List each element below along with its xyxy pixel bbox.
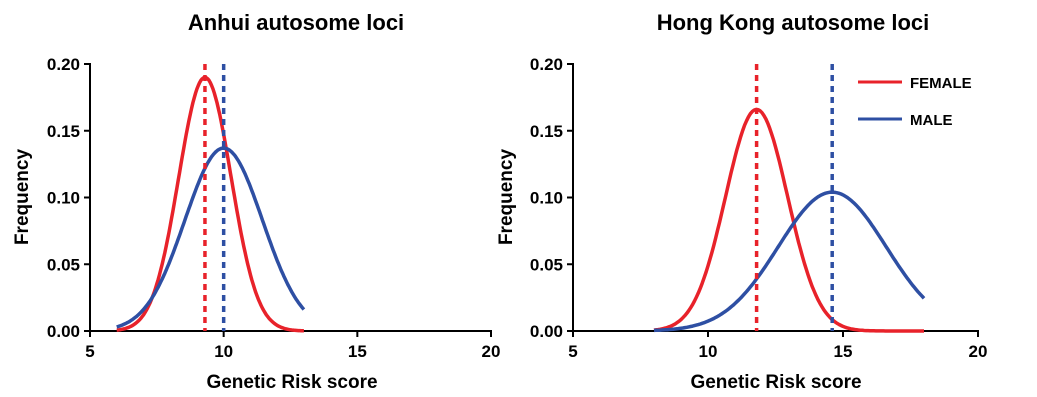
x-tick-label: 20 bbox=[969, 342, 988, 361]
x-tick-label: 5 bbox=[85, 342, 94, 361]
x-tick-label: 15 bbox=[834, 342, 853, 361]
y-tick-label: 0.00 bbox=[47, 322, 80, 341]
x-tick-label: 10 bbox=[214, 342, 233, 361]
y-tick-label: 0.20 bbox=[530, 55, 563, 74]
x-tick-label: 5 bbox=[568, 342, 577, 361]
axes: 0.00 0.05 0.10 0.15 0.20 5 10 15 20 bbox=[47, 55, 501, 361]
y-axis-label: Frequency bbox=[12, 149, 33, 246]
y-tick-label: 0.05 bbox=[530, 255, 563, 274]
y-tick-label: 0.10 bbox=[47, 189, 80, 208]
chart-panel-anhui: Anhui autosome loci Genetic Risk score F… bbox=[12, 10, 501, 393]
y-tick-label: 0.10 bbox=[530, 189, 563, 208]
legend-label-male: MALE bbox=[910, 112, 953, 129]
x-axis-label: Genetic Risk score bbox=[206, 372, 377, 392]
x-tick-label: 10 bbox=[699, 342, 718, 361]
y-axis-label: Frequency bbox=[496, 149, 517, 246]
series-line-male bbox=[653, 190, 926, 333]
y-tick-label: 0.20 bbox=[47, 55, 80, 74]
legend: FEMALE MALE bbox=[858, 75, 972, 129]
x-axis-label: Genetic Risk score bbox=[690, 372, 861, 392]
series-line-female bbox=[653, 107, 924, 333]
y-tick-label: 0.15 bbox=[530, 122, 563, 141]
y-tick-label: 0.15 bbox=[47, 122, 80, 141]
x-tick-label: 20 bbox=[482, 342, 501, 361]
axes: 0.00 0.05 0.10 0.15 0.20 5 10 15 20 bbox=[530, 55, 988, 361]
y-tick-label: 0.00 bbox=[530, 322, 563, 341]
series-line-male bbox=[116, 146, 306, 329]
x-tick-label: 15 bbox=[348, 342, 367, 361]
y-tick-label: 0.05 bbox=[47, 255, 80, 274]
legend-label-female: FEMALE bbox=[910, 75, 972, 92]
chart-title: Anhui autosome loci bbox=[188, 10, 404, 35]
chart-title: Hong Kong autosome loci bbox=[657, 10, 930, 35]
series-line-female bbox=[116, 75, 305, 333]
chart-panel-hong-kong: Hong Kong autosome loci Genetic Risk sco… bbox=[496, 10, 988, 393]
